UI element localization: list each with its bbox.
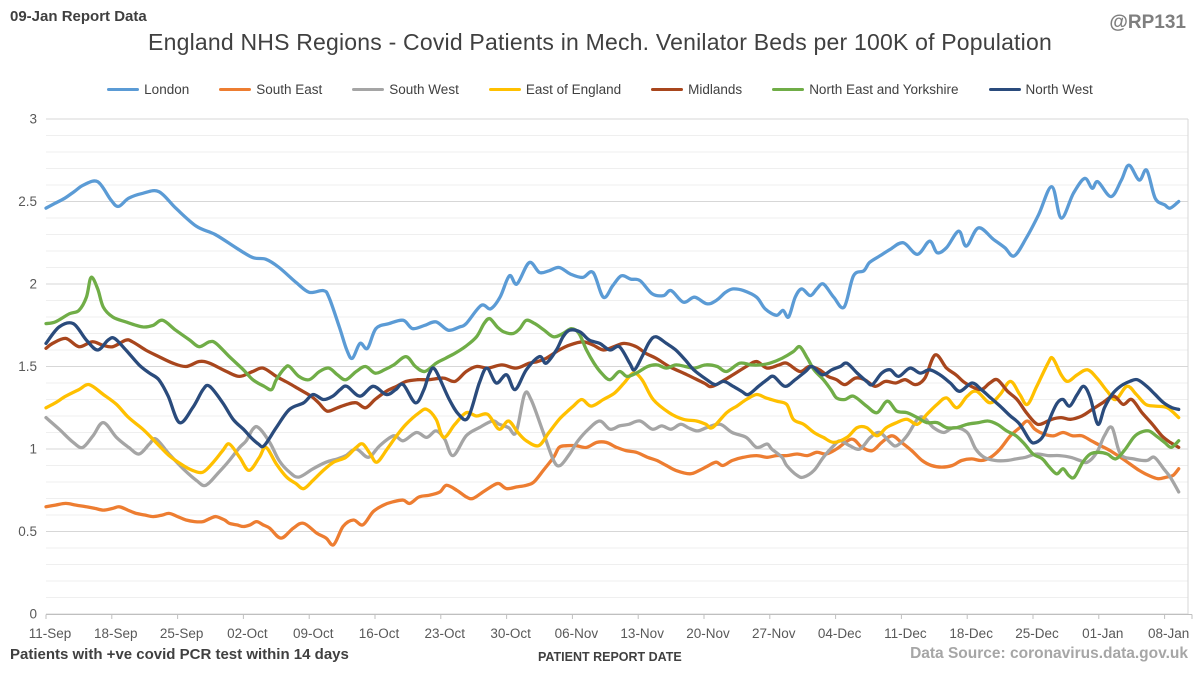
series-line-east-of-england [44, 355, 1181, 491]
report-date-label: 09-Jan Report Data [10, 8, 147, 25]
x-tick-label: 09-Oct [293, 626, 334, 641]
x-tick-label: 16-Oct [359, 626, 400, 641]
data-source-note: Data Source: coronavirus.data.gov.uk [910, 645, 1188, 662]
legend-label: London [144, 82, 190, 97]
series-line-london [44, 163, 1181, 361]
series-line-south-east [44, 419, 1181, 547]
legend-item: East of England [488, 82, 622, 97]
measure-note: Patients with +ve covid PCR test within … [10, 646, 349, 663]
x-tick-label: 25-Dec [1015, 626, 1059, 641]
x-axis-title: PATIENT REPORT DATE [538, 650, 682, 664]
x-tick-label: 25-Sep [160, 626, 204, 641]
legend-line-swatch [651, 87, 684, 92]
legend-item: London [107, 82, 189, 97]
y-tick-label: 2 [29, 277, 37, 292]
legend-label: North West [1025, 82, 1093, 97]
x-tick-label: 18-Dec [949, 626, 993, 641]
legend-label: Midlands [688, 82, 743, 97]
x-tick-label: 27-Nov [752, 626, 796, 641]
x-tick-label: 13-Nov [620, 626, 664, 641]
legend-item: North West [988, 82, 1093, 97]
x-tick-label: 18-Sep [94, 626, 138, 641]
legend-line-swatch [772, 87, 805, 92]
series-line-north-west [44, 321, 1181, 449]
chart-title: England NHS Regions - Covid Patients in … [148, 29, 1052, 55]
y-tick-label: 3 [29, 112, 37, 127]
y-tick-label: 0 [29, 607, 37, 622]
legend-line-swatch [488, 87, 521, 92]
x-tick-label: 04-Dec [818, 626, 862, 641]
legend-label: South West [389, 82, 459, 97]
x-tick-label: 06-Nov [555, 626, 599, 641]
legend: London South East South West East of Englan… [0, 82, 1200, 97]
legend-item: South East [219, 82, 322, 97]
series-line-south-west [44, 390, 1181, 494]
legend-label: East of England [525, 82, 622, 97]
author-watermark: @RP131 [1109, 12, 1186, 33]
y-tick-label: 1 [29, 442, 37, 457]
x-tick-label: 20-Nov [686, 626, 730, 641]
y-tick-label: 1.5 [18, 359, 37, 374]
x-tick-label: 01-Jan [1082, 626, 1123, 641]
x-tick-label: 30-Oct [490, 626, 531, 641]
series-line-north-east-and-yorkshire [44, 275, 1181, 480]
legend-label: South East [256, 82, 323, 97]
y-tick-label: 2.5 [18, 194, 37, 209]
x-tick-label: 11-Sep [29, 626, 72, 641]
legend-item: Midlands [651, 82, 742, 97]
x-tick-label: 02-Oct [227, 626, 268, 641]
x-tick-label: 11-Dec [884, 626, 927, 641]
legend-line-swatch [219, 87, 252, 92]
legend-label: North East and Yorkshire [809, 82, 959, 97]
legend-item: South West [352, 82, 459, 97]
x-tick-label: 08-Jan [1148, 626, 1189, 641]
series-line-midlands [44, 336, 1181, 450]
legend-line-swatch [352, 87, 385, 92]
legend-line-swatch [988, 87, 1021, 92]
legend-item: North East and Yorkshire [772, 82, 959, 97]
x-tick-label: 23-Oct [425, 626, 466, 641]
legend-line-swatch [107, 87, 140, 92]
y-tick-label: 0.5 [18, 524, 37, 539]
